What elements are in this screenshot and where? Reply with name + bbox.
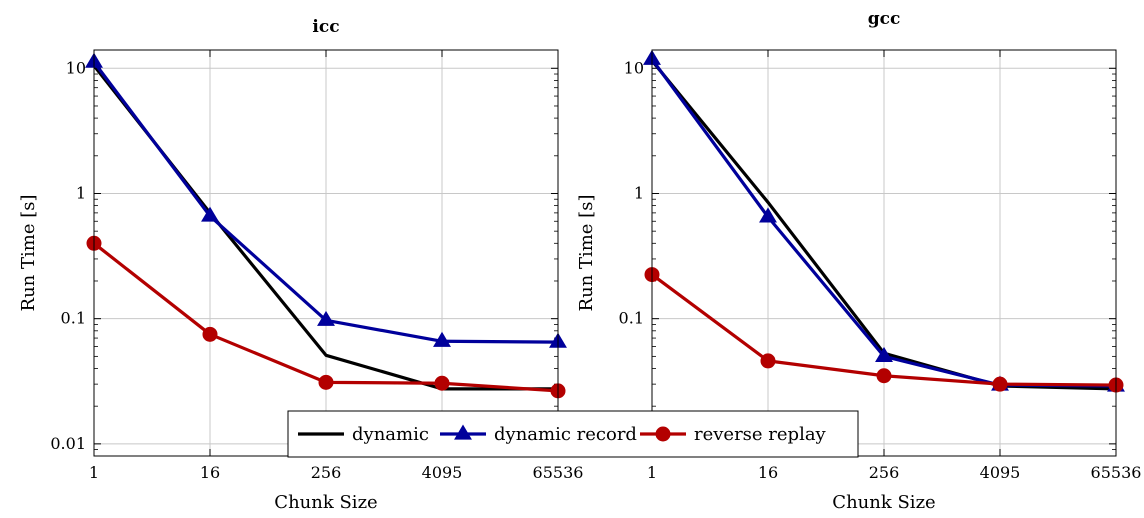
y-tick-label: 10 xyxy=(66,58,86,77)
y-axis-label: Run Time [s] xyxy=(18,195,39,312)
y-axis-label: Run Time [s] xyxy=(576,195,597,312)
x-tick-label: 65536 xyxy=(533,463,584,482)
data-point-dynamic-record xyxy=(201,206,219,222)
x-tick-label: 4095 xyxy=(422,463,463,482)
y-tick-label: 0.1 xyxy=(619,309,644,328)
data-point-reverse-replay xyxy=(318,374,334,390)
legend-label: reverse replay xyxy=(694,424,827,445)
data-point-reverse-replay xyxy=(760,353,776,369)
chart-title: gcc xyxy=(868,9,901,29)
y-tick-label: 1 xyxy=(634,183,644,202)
x-axis-label: Chunk Size xyxy=(274,492,377,513)
legend-box xyxy=(287,410,859,458)
data-point-dynamic-record xyxy=(317,310,335,326)
x-tick-label: 1 xyxy=(89,463,99,482)
x-tick-label: 16 xyxy=(758,463,778,482)
x-tick-label: 4095 xyxy=(980,463,1021,482)
chart-title: icc xyxy=(312,17,339,37)
y-tick-label: 0.1 xyxy=(61,309,86,328)
legend: dynamic dynamic record reverse replay xyxy=(287,410,859,458)
data-point-dynamic-record xyxy=(433,331,451,347)
x-tick-label: 16 xyxy=(200,463,220,482)
legend-label: dynamic xyxy=(352,424,429,445)
x-tick-label: 256 xyxy=(869,463,900,482)
x-tick-label: 65536 xyxy=(1091,463,1142,482)
plot-frame xyxy=(651,49,1117,457)
chart-left: 0.01 0.1 1 10 1 16 256 4095 65536 Chunk Size Run T… xyxy=(18,17,583,513)
y-tick-label: 0.01 xyxy=(50,434,86,453)
y-tick-label: 1 xyxy=(76,183,86,202)
x-axis-label: Chunk Size xyxy=(832,492,935,513)
data-point-reverse-replay xyxy=(202,326,218,342)
x-tick-label: 256 xyxy=(311,463,342,482)
x-tick-label: 1 xyxy=(647,463,657,482)
data-point-reverse-replay xyxy=(992,376,1008,392)
legend-label: dynamic record xyxy=(494,424,637,445)
data-point-dynamic-record xyxy=(875,346,893,362)
data-point-reverse-replay xyxy=(876,368,892,384)
legend-marker-reverse-replay xyxy=(655,426,671,442)
data-point-dynamic-record xyxy=(759,207,777,223)
legend-marker-dynamic-record xyxy=(454,424,472,440)
data-point-reverse-replay xyxy=(434,375,450,391)
y-tick-label: 10 xyxy=(624,58,644,77)
